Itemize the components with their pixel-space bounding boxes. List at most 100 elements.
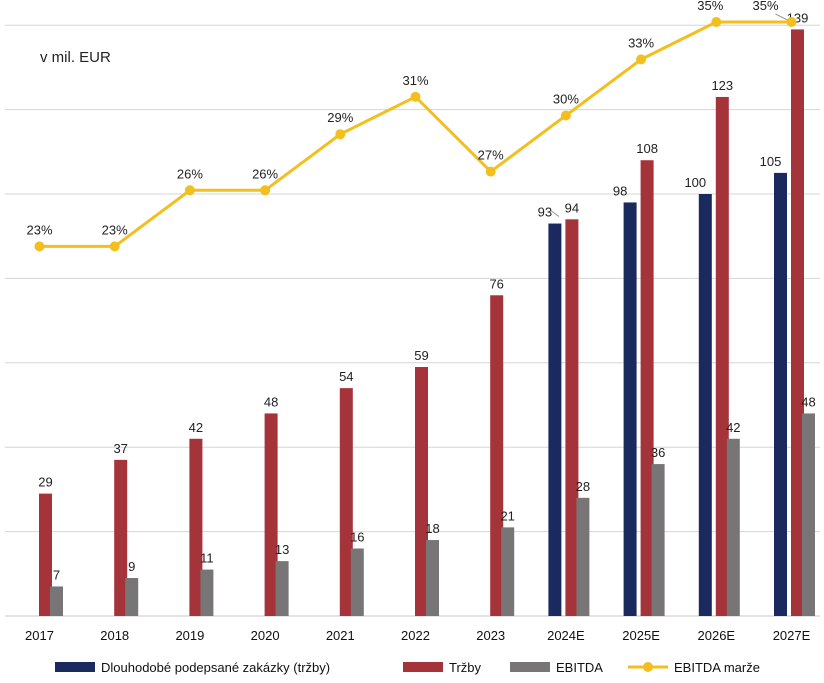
x-tick-label: 2021 — [326, 628, 355, 643]
bar-value-label: 123 — [711, 78, 733, 93]
x-tick-label: 2025E — [622, 628, 660, 643]
bar — [350, 548, 364, 616]
margin-point — [560, 110, 571, 121]
margin-line: 23% 23% 26% 26% 29% 31% 27% 30% 33% 35% 35% — [26, 0, 797, 252]
margin-value-label: 35% — [752, 0, 778, 13]
margin-value-label: 26% — [252, 166, 278, 181]
x-tick-label: 2023 — [476, 628, 505, 643]
x-tick-label: 2019 — [175, 628, 204, 643]
margin-line-path — [39, 20, 792, 248]
bar-value-label: 93 — [538, 205, 552, 220]
bar-value-label: 59 — [414, 348, 428, 363]
bar-value-label: 21 — [500, 508, 514, 523]
bars: 29 7 37 9 42 11 48 13 54 16 59 18 76 21 94 28 93 108 36 98 1… — [38, 10, 816, 617]
bar-value-label: 42 — [726, 420, 740, 435]
bar-value-label: 94 — [565, 200, 579, 215]
margin-value-label: 23% — [102, 222, 128, 237]
bar — [548, 223, 562, 617]
bar-value-label: 36 — [651, 445, 665, 460]
bar-value-label: 54 — [339, 369, 353, 384]
bar — [640, 160, 654, 617]
bar — [125, 578, 139, 616]
margin-value-label: 30% — [553, 92, 579, 107]
bar-value-label: 16 — [350, 529, 364, 544]
bar-value-label: 11 — [200, 551, 214, 566]
x-tick-label: 2026E — [698, 628, 736, 643]
bar — [623, 202, 637, 616]
bar — [576, 497, 590, 616]
bar — [339, 388, 353, 616]
bar-value-label: 7 — [53, 567, 60, 582]
margin-point — [184, 185, 195, 196]
margin-point — [485, 166, 496, 177]
bar-value-label: 29 — [38, 475, 52, 490]
bar — [200, 569, 214, 616]
legend: Dlouhodobé podepsané zakázky (tržby) Tržb… — [55, 660, 760, 675]
bar — [802, 413, 815, 616]
margin-point — [34, 241, 45, 252]
margin-value-label: 33% — [628, 35, 654, 50]
margin-value-label: 29% — [327, 110, 353, 125]
bar-value-label: 98 — [613, 183, 627, 198]
legend-label: Dlouhodobé podepsané zakázky (tržby) — [101, 660, 330, 675]
bar — [189, 438, 203, 616]
bar — [791, 29, 804, 617]
bar — [501, 527, 515, 616]
x-tick-label: 2024E — [547, 628, 585, 643]
margin-point — [786, 17, 797, 27]
unit-label: v mil. EUR — [40, 49, 111, 66]
x-tick-label: 2017 — [25, 628, 54, 643]
legend-swatch — [510, 662, 550, 672]
bar-value-label: 13 — [275, 542, 289, 557]
bar-value-label: 76 — [489, 276, 503, 291]
bar-value-label: 48 — [264, 394, 278, 409]
bar — [426, 540, 439, 616]
bar — [651, 464, 665, 616]
bar-value-label: 105 — [760, 154, 782, 169]
margin-value-label: 31% — [402, 73, 428, 88]
bar-value-label: 9 — [128, 559, 135, 574]
margin-point — [636, 54, 647, 65]
margin-value-label: 35% — [697, 0, 723, 13]
x-tick-label: 2020 — [251, 628, 280, 643]
label-leader — [550, 210, 560, 217]
legend-swatch — [55, 662, 95, 672]
bar — [774, 172, 787, 616]
gridlines — [5, 24, 820, 617]
bar-value-label: 37 — [113, 441, 127, 456]
x-tick-label: 2018 — [100, 628, 129, 643]
bar-value-label: 108 — [636, 141, 658, 156]
bar — [415, 367, 428, 616]
margin-value-label: 23% — [26, 222, 52, 237]
margin-point — [260, 185, 271, 196]
bar — [264, 413, 278, 616]
bar — [715, 96, 729, 616]
bar — [490, 295, 504, 616]
legend-label: EBITDA marže — [674, 660, 760, 675]
bar — [275, 561, 289, 616]
bar — [698, 194, 712, 616]
margin-point — [410, 91, 421, 102]
x-axis-ticks: 2017 2018 2019 2020 2021 2022 2023 2024E 2025E 20… — [25, 628, 811, 643]
legend-swatch — [403, 662, 443, 672]
margin-value-label: 27% — [478, 148, 504, 163]
bar — [565, 219, 579, 616]
bar — [726, 438, 740, 616]
legend-label: EBITDA — [556, 660, 603, 675]
label-leader — [775, 13, 788, 21]
bar-value-label: 18 — [425, 521, 439, 536]
margin-point — [335, 129, 346, 140]
margin-value-label: 26% — [177, 166, 203, 181]
x-tick-label: 2022 — [401, 628, 430, 643]
margin-point — [711, 17, 722, 27]
legend-label: Tržby — [449, 660, 482, 675]
bar — [50, 586, 63, 616]
bar — [39, 493, 52, 616]
bar-value-label: 42 — [189, 420, 203, 435]
bar-value-label: 100 — [684, 175, 706, 190]
bar — [114, 459, 128, 616]
bar-value-label: 48 — [801, 394, 815, 409]
legend-marker — [643, 662, 653, 672]
x-tick-label: 2027E — [773, 628, 811, 643]
